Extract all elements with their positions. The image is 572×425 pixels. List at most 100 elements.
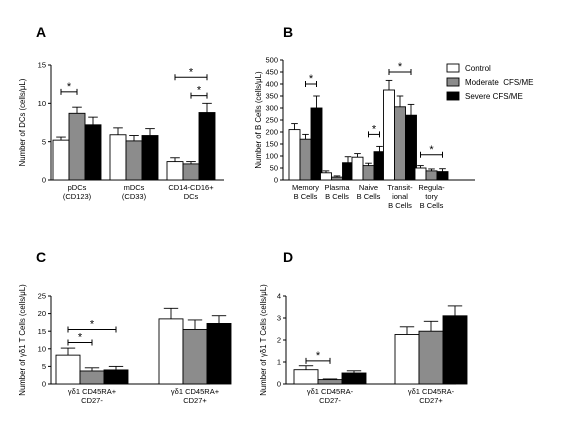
- bar: [84, 124, 102, 181]
- bar: [394, 334, 420, 385]
- legend-swatch-control: [446, 63, 460, 73]
- significance-star: *: [197, 85, 202, 97]
- y-axis-label: Number of γδ1 T Cells (cells/μL): [18, 284, 27, 396]
- bar: [310, 107, 323, 181]
- y-tick-label: 450: [265, 68, 278, 77]
- bar: [383, 89, 395, 181]
- bar: [109, 134, 127, 181]
- y-tick-label: 10: [38, 99, 46, 108]
- legend-label-moderate: Moderate CFS/ME: [465, 78, 533, 87]
- y-tick-label: 15: [38, 61, 46, 70]
- panel-letter-C: C: [36, 249, 46, 265]
- y-tick-label: 1: [277, 358, 281, 367]
- category-label: ional: [392, 192, 408, 201]
- bar: [331, 176, 343, 181]
- category-label: γδ1 CD45RA-: [307, 387, 354, 396]
- category-label: B Cells: [357, 192, 381, 201]
- category-label: tory: [425, 192, 438, 201]
- panel-C: 0 5 10 15 20 25 Number of γδ1 T Cells (cells/μ…: [18, 284, 232, 405]
- legend-label-severe: Severe CFS/ME: [465, 92, 523, 101]
- bar: [299, 138, 312, 181]
- bar: [68, 112, 86, 181]
- bar: [288, 129, 301, 181]
- panel-letter-B: B: [283, 24, 293, 40]
- y-axis-label: Number of DCs (cells/μL): [18, 78, 27, 166]
- category-label: CD27+: [419, 396, 443, 405]
- legend-label-control: Control: [465, 64, 491, 73]
- legend-swatch-severe: [446, 91, 460, 101]
- category-label: γδ1 CD45RA-: [408, 387, 455, 396]
- bar: [182, 328, 208, 385]
- bar: [362, 165, 375, 181]
- y-tick-label: 150: [265, 140, 278, 149]
- bar: [198, 112, 216, 181]
- bar: [206, 323, 232, 385]
- category-label: Transit-: [387, 183, 413, 192]
- bar: [55, 354, 81, 385]
- category-label: CD27+: [183, 396, 207, 405]
- y-tick-label: 3: [277, 314, 281, 323]
- y-tick-label: 4: [277, 292, 281, 301]
- y-tick-label: 2: [277, 336, 281, 345]
- y-tick-label: 10: [38, 344, 46, 353]
- significance-star: *: [189, 66, 194, 78]
- y-tick-label: 100: [265, 152, 278, 161]
- panel-D: 0 1 2 3 4 Number of γδ1 T Cells (cells/μL) γδ1…: [259, 284, 468, 405]
- bar: [442, 315, 468, 385]
- y-tick-label: 0: [274, 176, 278, 185]
- y-tick-label: 5: [42, 137, 46, 146]
- category-label: γδ1 CD45RA+: [171, 387, 220, 396]
- bar: [79, 370, 105, 385]
- legend-swatch-moderate: [446, 77, 460, 87]
- y-tick-label: 400: [265, 80, 278, 89]
- bar: [351, 156, 364, 181]
- significance-star: *: [372, 123, 377, 135]
- y-tick-label: 25: [38, 292, 46, 301]
- bar: [125, 140, 143, 181]
- category-label: B Cells: [388, 201, 412, 210]
- significance-star: *: [67, 81, 72, 93]
- significance-star: *: [316, 350, 321, 362]
- bar: [317, 379, 343, 385]
- category-label: Regula-: [418, 183, 445, 192]
- y-tick-label: 0: [42, 380, 46, 389]
- significance-star: *: [398, 61, 403, 73]
- bar: [425, 170, 438, 181]
- bar: [52, 139, 70, 181]
- category-label: Naive: [359, 183, 378, 192]
- panel-letter-A: A: [36, 24, 46, 40]
- bar: [293, 369, 319, 385]
- significance-star: *: [78, 331, 83, 343]
- category-label: DCs: [184, 192, 199, 201]
- y-tick-label: 15: [38, 327, 46, 336]
- bar: [341, 372, 367, 385]
- category-label: B Cells: [294, 192, 318, 201]
- bar: [418, 330, 444, 385]
- bar: [182, 163, 200, 181]
- category-label: pDCs: [68, 183, 87, 192]
- category-label: B Cells: [325, 192, 349, 201]
- bar: [103, 369, 129, 385]
- significance-star: *: [309, 73, 314, 85]
- category-label: Memory: [292, 183, 319, 192]
- legend: Control Moderate CFS/ME Severe CFS/ME: [446, 63, 533, 101]
- y-tick-label: 0: [42, 176, 46, 185]
- y-tick-label: 250: [265, 116, 278, 125]
- bar: [166, 161, 184, 181]
- y-axis-label: Number of B Cells (cells/μL): [254, 71, 263, 169]
- category-label: B Cells: [420, 201, 444, 210]
- panel-A: 0 5 10 15 Number of DCs (cells/μL) pDCs(CD123…: [18, 61, 224, 201]
- y-tick-label: 5: [42, 362, 46, 371]
- y-tick-label: 350: [265, 92, 278, 101]
- category-label: Plasma: [324, 183, 350, 192]
- y-tick-label: 20: [38, 309, 46, 318]
- bar: [320, 172, 332, 181]
- bar: [141, 135, 159, 181]
- category-label: (CD123): [63, 192, 92, 201]
- bar: [158, 318, 184, 385]
- panel-letter-D: D: [283, 249, 293, 265]
- category-label: CD27-: [81, 396, 103, 405]
